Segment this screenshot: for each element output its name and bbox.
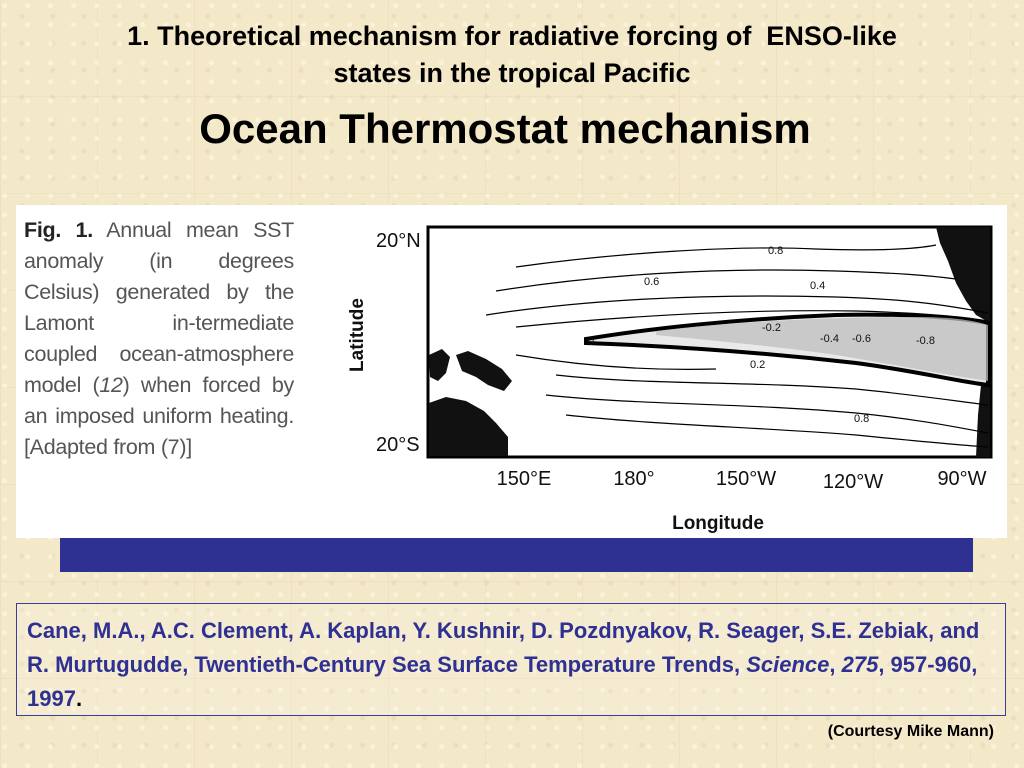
contour-label: -0.8 [916, 335, 935, 347]
figure-panel: Fig. 1. Annual mean SST anomaly (in degr… [16, 205, 1007, 538]
x-axis-label: Longitude [672, 513, 764, 534]
citation-text-2: , 957-960, 1997 [27, 652, 978, 711]
land-mass [429, 349, 450, 381]
slide-title: 1. Theoretical mechanism for radiative f… [0, 18, 1024, 92]
lon-tick-90w: 90°W [937, 468, 986, 490]
figure-caption: Fig. 1. Annual mean SST anomaly (in degr… [24, 215, 294, 463]
slide-title-line1: 1. Theoretical mechanism for radiative f… [127, 21, 897, 51]
sst-anomaly-map: Latitude 20°N 20°S 0.8 0.6 [347, 225, 993, 534]
negative-anomaly-region [656, 317, 988, 381]
contour-label: 0 [588, 336, 594, 348]
citation-end: . [75, 686, 83, 711]
caption-text-1: Annual mean SST anomaly (in degrees Cels… [24, 218, 294, 397]
contour-label: 0.8 [854, 413, 869, 425]
citation-volume: 275 [841, 652, 879, 677]
land-mass [429, 397, 508, 456]
citation-text-1: Cane, M.A., A.C. Clement, A. Kaplan, Y. … [27, 618, 980, 677]
contour-label: -0.4 [820, 333, 839, 345]
accent-bar [60, 538, 973, 572]
contour-label: -0.6 [852, 333, 871, 345]
lat-tick-20s: 20°S [376, 434, 420, 456]
caption-text-2: ) when forced by an imposed uniform heat… [24, 373, 294, 459]
contour-label: 0.4 [810, 280, 825, 292]
land-mass [936, 227, 990, 323]
lon-tick-180: 180° [613, 468, 654, 490]
citation-sep: , [829, 652, 842, 677]
lon-tick-150e: 150°E [497, 468, 552, 490]
contour-label: 0.2 [750, 359, 765, 371]
land-mass [456, 351, 512, 391]
citation-box: Cane, M.A., A.C. Clement, A. Kaplan, Y. … [16, 603, 1006, 716]
citation-journal: Science [746, 652, 830, 677]
slide-title-line2: states in the tropical Pacific [333, 58, 691, 88]
contour-label: 0.8 [768, 245, 783, 257]
contour-label: -0.2 [762, 322, 781, 334]
y-axis-label: Latitude [347, 298, 368, 372]
lon-tick-150w: 150°W [716, 468, 776, 490]
caption-label: Fig. 1. [24, 218, 93, 242]
land-mass [976, 373, 990, 457]
contour-label: 0.6 [644, 276, 659, 288]
contour-lines [485, 244, 989, 448]
courtesy-note: (Courtesy Mike Mann) [827, 723, 994, 740]
lon-tick-120w: 120°W [823, 471, 883, 493]
caption-ref: 12 [99, 373, 123, 397]
lat-tick-20n: 20°N [376, 230, 421, 252]
slide-subtitle: Ocean Thermostat mechanism [199, 105, 811, 152]
